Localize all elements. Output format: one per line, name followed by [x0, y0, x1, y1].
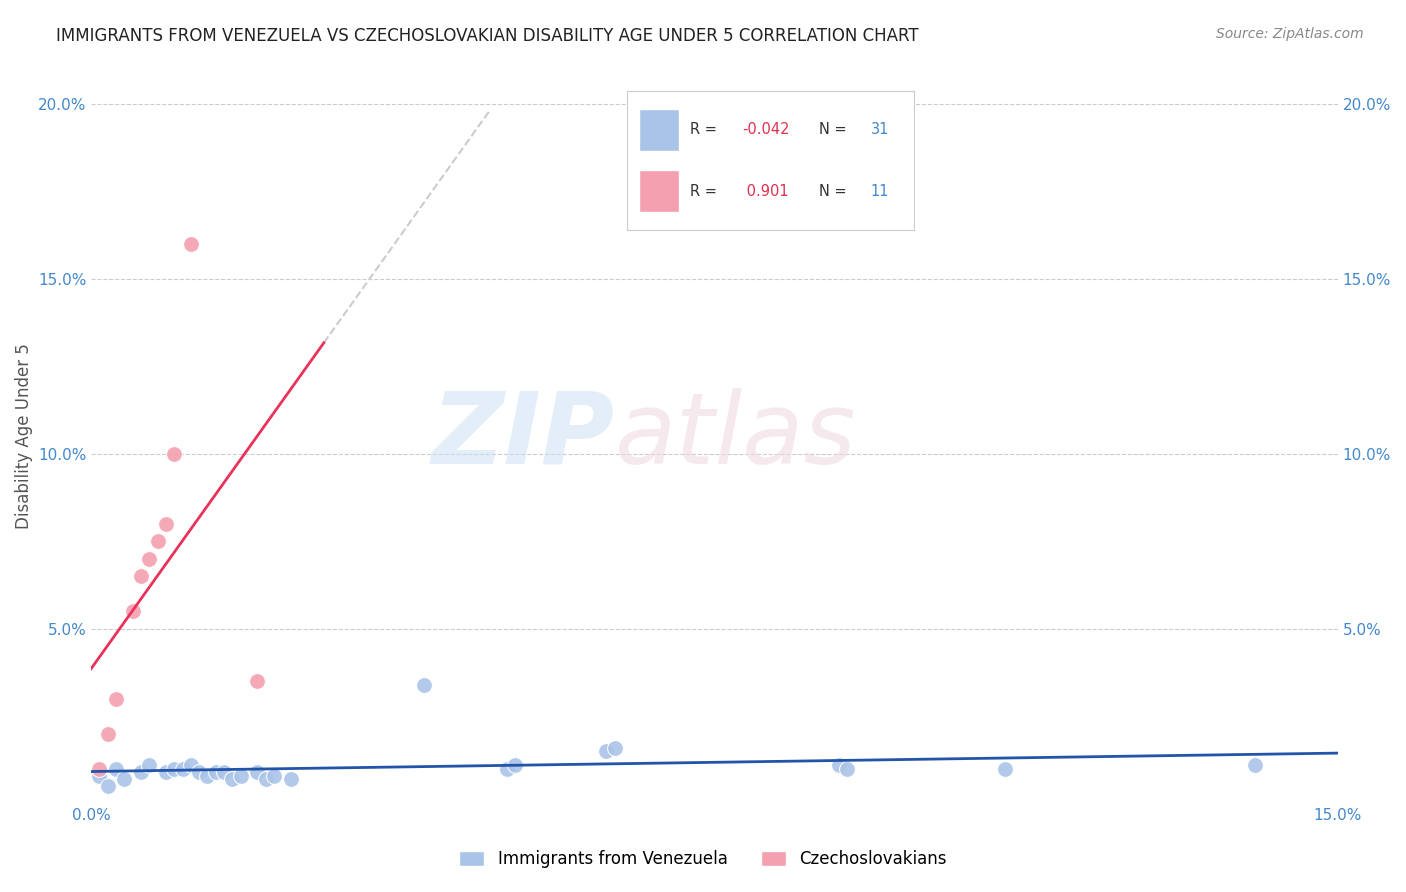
- Point: [188, 765, 211, 780]
- Point: [1243, 758, 1265, 772]
- Point: [197, 769, 219, 783]
- Legend: Immigrants from Venezuela, Czechoslovakians: Immigrants from Venezuela, Czechoslovaki…: [453, 844, 953, 875]
- Point: [105, 691, 128, 706]
- Point: [129, 569, 152, 583]
- Point: [254, 772, 277, 786]
- Point: [138, 758, 160, 772]
- Text: IMMIGRANTS FROM VENEZUELA VS CZECHOSLOVAKIAN DISABILITY AGE UNDER 5 CORRELATION : IMMIGRANTS FROM VENEZUELA VS CZECHOSLOVA…: [56, 27, 920, 45]
- Point: [495, 762, 517, 776]
- Point: [112, 772, 135, 786]
- Point: [994, 762, 1017, 776]
- Y-axis label: Disability Age Under 5: Disability Age Under 5: [15, 343, 32, 529]
- Point: [89, 769, 111, 783]
- Point: [146, 534, 169, 549]
- Point: [595, 744, 617, 758]
- Point: [172, 762, 194, 776]
- Point: [263, 769, 285, 783]
- Point: [155, 765, 177, 780]
- Text: ZIP: ZIP: [432, 387, 614, 484]
- Point: [246, 674, 269, 689]
- Point: [121, 604, 143, 618]
- Point: [280, 772, 302, 786]
- Point: [837, 762, 859, 776]
- Text: Source: ZipAtlas.com: Source: ZipAtlas.com: [1216, 27, 1364, 41]
- Point: [412, 677, 434, 691]
- Point: [828, 758, 851, 772]
- Point: [163, 446, 186, 460]
- Point: [212, 765, 235, 780]
- Point: [204, 765, 226, 780]
- Point: [503, 758, 526, 772]
- Point: [138, 551, 160, 566]
- Point: [89, 762, 111, 776]
- Point: [180, 236, 202, 251]
- Point: [105, 762, 128, 776]
- Point: [180, 758, 202, 772]
- Point: [229, 769, 252, 783]
- Point: [155, 516, 177, 531]
- Point: [97, 726, 120, 740]
- Point: [97, 779, 120, 793]
- Point: [129, 765, 152, 780]
- Point: [221, 772, 243, 786]
- Point: [246, 765, 269, 780]
- Point: [603, 740, 626, 755]
- Point: [163, 762, 186, 776]
- Text: atlas: atlas: [614, 387, 856, 484]
